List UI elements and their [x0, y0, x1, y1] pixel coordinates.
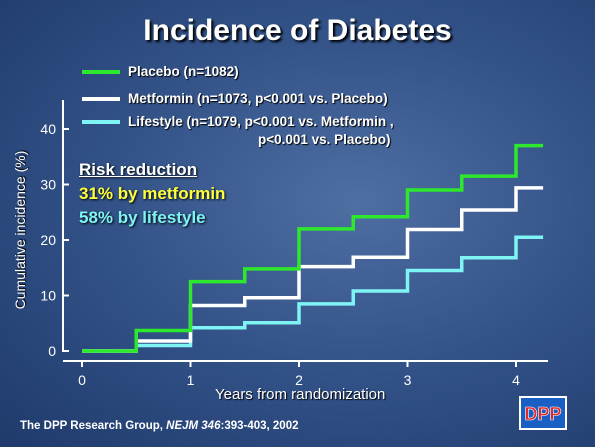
svg-text:DPP: DPP: [524, 404, 561, 424]
citation-journal: NEJM 346: [166, 420, 221, 432]
x-tick-label: 0: [78, 372, 86, 388]
y-tick-label: 30: [40, 177, 56, 193]
series-line-lifestyle: [82, 235, 544, 353]
x-tick-label: 4: [512, 372, 520, 388]
x-tick-label: 1: [187, 372, 195, 388]
dpp-logo: DPP: [519, 396, 567, 430]
y-tick-label: 40: [40, 121, 56, 137]
legend-label-lifestyle-cont: p<0.001 vs. Placebo): [258, 132, 391, 147]
x-axis-label: Years from randomization: [215, 386, 386, 403]
y-tick-label: 20: [40, 232, 56, 248]
citation: The DPP Research Group, NEJM 346:393-403…: [20, 420, 299, 432]
legend-label-lifestyle: Lifestyle (n=1079, p<0.001 vs. Metformin…: [128, 114, 394, 129]
x-tick-label: 3: [404, 372, 412, 388]
y-axis-label: Cumulative incidence (%): [12, 150, 28, 310]
risk-reduction-heading: Risk reduction: [79, 160, 198, 179]
risk-reduction-lifestyle: 58% by lifestyle: [79, 208, 206, 227]
citation-authors: The DPP Research Group,: [20, 420, 167, 432]
risk-reduction-metformin: 31% by metformin: [79, 184, 226, 203]
legend-swatch-metformin: [82, 96, 120, 101]
legend-item-placebo: Placebo (n=1082): [82, 64, 239, 79]
citation-pages: :393-403, 2002: [220, 420, 299, 432]
legend-swatch-lifestyle: [82, 119, 120, 124]
legend-swatch-placebo: [82, 69, 120, 74]
slide-title: Incidence of Diabetes: [143, 14, 452, 47]
risk-reduction-box: Risk reduction 31% by metformin 58% by l…: [79, 158, 225, 230]
series-line-metformin: [82, 186, 544, 353]
series-line-placebo: [82, 143, 544, 353]
axes: [62, 100, 548, 362]
legend-item-lifestyle: Lifestyle (n=1079, p<0.001 vs. Metformin…: [82, 114, 394, 129]
x-tick-label: 2: [295, 372, 303, 388]
legend-label-placebo: Placebo (n=1082): [128, 64, 239, 79]
legend-label-metformin: Metformin (n=1073, p<0.001 vs. Placebo): [128, 91, 388, 106]
legend-item-metformin: Metformin (n=1073, p<0.001 vs. Placebo): [82, 91, 388, 106]
y-tick-label: 0: [48, 343, 56, 359]
y-tick-label: 10: [40, 288, 56, 304]
